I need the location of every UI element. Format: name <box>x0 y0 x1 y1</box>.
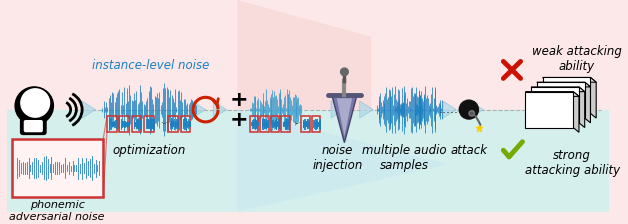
Bar <box>144 116 154 132</box>
Bar <box>537 82 585 118</box>
FancyBboxPatch shape <box>24 120 43 132</box>
Polygon shape <box>590 78 596 118</box>
Text: instance-level noise: instance-level noise <box>92 59 210 72</box>
Bar <box>8 0 609 110</box>
Polygon shape <box>360 101 373 118</box>
Circle shape <box>459 100 479 119</box>
Polygon shape <box>214 101 227 118</box>
Polygon shape <box>192 101 205 118</box>
Text: ......: ...... <box>438 103 462 116</box>
Polygon shape <box>543 78 596 82</box>
Bar <box>531 87 579 123</box>
Text: weak attacking
ability: weak attacking ability <box>532 45 622 73</box>
Circle shape <box>469 111 475 116</box>
Polygon shape <box>237 0 371 110</box>
Bar <box>168 116 178 132</box>
Bar <box>312 116 320 132</box>
Polygon shape <box>332 95 357 143</box>
Polygon shape <box>579 87 585 127</box>
Circle shape <box>21 89 50 117</box>
Bar <box>8 110 609 212</box>
Bar <box>260 116 269 132</box>
Bar <box>250 116 258 132</box>
Bar <box>119 116 129 132</box>
Polygon shape <box>103 116 107 198</box>
Text: noise
injection: noise injection <box>313 144 363 172</box>
Polygon shape <box>237 110 448 212</box>
Bar <box>132 116 141 132</box>
Text: ·-·: ·-· <box>293 119 301 128</box>
Text: phonemic
adversarial noise: phonemic adversarial noise <box>9 200 105 222</box>
Bar <box>12 139 103 198</box>
Polygon shape <box>537 82 590 87</box>
Polygon shape <box>526 92 579 96</box>
Bar <box>181 116 190 132</box>
FancyBboxPatch shape <box>20 118 46 135</box>
Polygon shape <box>337 98 352 136</box>
Text: attack: attack <box>450 144 487 157</box>
Text: optimization: optimization <box>112 144 186 157</box>
Polygon shape <box>573 92 579 132</box>
Circle shape <box>340 68 349 75</box>
Text: ·-·: ·-· <box>160 119 168 128</box>
Bar <box>281 116 290 132</box>
Bar <box>30 112 37 122</box>
Polygon shape <box>82 101 95 118</box>
Polygon shape <box>443 101 457 118</box>
Text: +: + <box>230 90 249 110</box>
Text: strong
attacking ability: strong attacking ability <box>525 149 620 177</box>
Text: multiple audio
samples: multiple audio samples <box>362 144 447 172</box>
Bar <box>107 116 117 132</box>
Bar <box>526 92 573 127</box>
Circle shape <box>15 87 53 125</box>
Polygon shape <box>470 101 483 118</box>
Bar <box>301 116 310 132</box>
Bar <box>543 78 590 113</box>
Polygon shape <box>585 82 590 123</box>
Text: +: + <box>230 110 249 130</box>
Polygon shape <box>331 101 344 118</box>
Bar <box>271 116 279 132</box>
Polygon shape <box>531 87 585 92</box>
